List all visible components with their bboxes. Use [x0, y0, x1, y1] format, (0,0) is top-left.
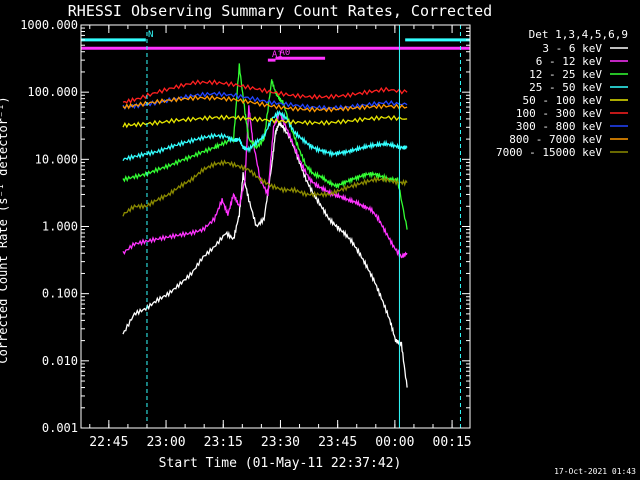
series-line-800-7000-kev: [122, 94, 408, 113]
y-tick-label: 1.000: [42, 220, 78, 234]
flag-label-a1: A1: [272, 50, 283, 60]
legend-label: 25 - 50 keV: [529, 81, 602, 94]
x-tick-label: 23:30: [261, 435, 300, 450]
legend-title: Det 1,3,4,5,6,9: [529, 28, 628, 41]
x-axis-label: Start Time (01-May-11 22:37:42): [159, 456, 402, 471]
chart-title: RHESSI Observing Summary Count Rates, Co…: [68, 2, 492, 20]
series-line-100-300-kev: [122, 79, 408, 105]
flag-label-a0: A0: [280, 48, 291, 58]
legend-label: 12 - 25 keV: [529, 68, 602, 81]
x-tick-label: 23:45: [318, 435, 357, 450]
legend-label: 300 - 800 keV: [516, 120, 602, 133]
x-tick-label: 23:00: [146, 435, 185, 450]
y-tick-label: 1000.000: [20, 18, 78, 32]
x-tick-label: 23:15: [204, 435, 243, 450]
x-tick-label: 00:15: [433, 435, 472, 450]
flag-label-n: N: [148, 30, 153, 40]
legend-label: 6 - 12 keV: [536, 55, 603, 68]
series-line-3-6-kev: [122, 121, 408, 388]
series-line-7000-15000-kev: [122, 159, 408, 217]
y-axis-label: Corrected Count Rate (s⁻¹ detector⁻¹): [0, 96, 10, 363]
x-tick-label: 00:00: [375, 435, 414, 450]
legend-label: 7000 - 15000 keV: [496, 146, 602, 159]
legend-label: 3 - 6 keV: [542, 42, 602, 55]
series-line-12-25-kev: [122, 63, 408, 230]
legend-label: 50 - 100 keV: [523, 94, 603, 107]
series-line-6-12-kev: [122, 105, 408, 259]
y-tick-label: 0.001: [42, 421, 78, 435]
series-line-300-800-kev: [122, 90, 408, 111]
series-line-25-50-kev: [122, 109, 408, 162]
y-tick-label: 10.000: [35, 152, 78, 166]
series-line-50-100-kev: [122, 114, 408, 129]
y-tick-label: 0.100: [42, 287, 78, 301]
legend-label: 100 - 300 keV: [516, 107, 602, 120]
y-tick-label: 0.010: [42, 354, 78, 368]
footer-timestamp: 17-Oct-2021 01:43: [554, 467, 636, 476]
y-tick-label: 100.000: [27, 85, 78, 99]
x-tick-label: 22:45: [89, 435, 128, 450]
legend-label: 800 - 7000 keV: [509, 133, 602, 146]
